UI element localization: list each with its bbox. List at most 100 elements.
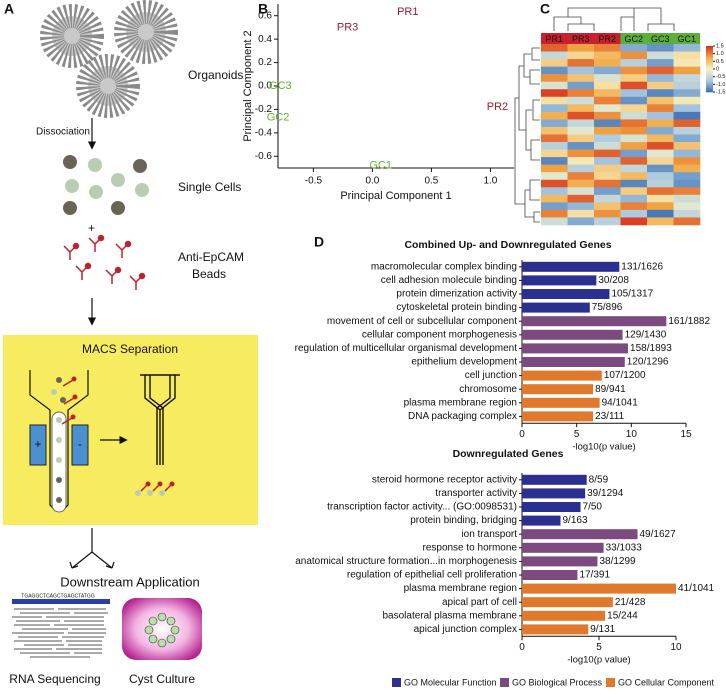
- magnet-sign: +: [34, 437, 41, 451]
- bar-annotation: 9/131: [590, 624, 615, 635]
- category-label: plasma membrane region: [404, 583, 517, 594]
- heat-cell: [594, 142, 621, 150]
- colorbar-step: [706, 73, 713, 76]
- heat-cell: [673, 164, 701, 173]
- bar-annotation: 8/59: [589, 474, 609, 485]
- cyst-icon: [122, 598, 202, 660]
- colorbar-label: 1.0: [716, 51, 724, 57]
- heat-cell: [567, 59, 595, 67]
- colorbar-label: -1.0: [716, 82, 725, 88]
- colorbar-step: [706, 59, 713, 62]
- heat-cell: [541, 66, 568, 75]
- heat-cell: [673, 89, 701, 98]
- bar-annotation: 17/391: [579, 570, 610, 581]
- bar: [522, 529, 638, 540]
- heat-cell: [620, 126, 648, 135]
- x-tick-label: 0: [519, 429, 525, 440]
- colorbar-step: [706, 61, 713, 64]
- heat-cell: [567, 157, 595, 165]
- bar: [522, 624, 589, 635]
- heat-cell: [620, 96, 648, 105]
- heat-cell: [541, 134, 568, 143]
- heat-cell: [594, 89, 621, 98]
- colorbar-step: [706, 85, 713, 88]
- heat-cell: [541, 187, 568, 196]
- y-axis-title: Principal Component 2: [242, 30, 254, 141]
- category-label: transporter activity: [435, 488, 517, 499]
- bar: [522, 384, 594, 395]
- read-bar: [12, 599, 110, 604]
- heat-cell: [647, 149, 674, 158]
- heat-cell: [673, 202, 701, 211]
- legend-label: GO Biological Process: [512, 677, 603, 687]
- heat-cell: [620, 194, 648, 203]
- bar: [522, 275, 597, 286]
- heat-cell: [541, 104, 568, 113]
- heat-cell: [567, 126, 595, 135]
- column-header: [647, 33, 674, 44]
- heat-cell: [567, 74, 595, 83]
- heat-cell: [673, 96, 701, 105]
- heat-cell: [594, 119, 621, 128]
- heat-cell: [541, 179, 568, 188]
- heat-cell: [594, 202, 621, 211]
- category-label: cell junction: [465, 370, 517, 381]
- heat-cell: [647, 74, 674, 83]
- bar-annotation: 15/244: [607, 610, 638, 621]
- heat-cell: [541, 194, 568, 203]
- panel-label: B: [258, 1, 268, 17]
- heat-cell: [541, 209, 568, 218]
- step-label: Dissociation: [36, 127, 90, 138]
- colorbar-label: -1.5: [716, 89, 725, 95]
- plus-sign: +: [88, 221, 95, 235]
- heat-cell: [567, 81, 595, 90]
- category-label: DNA packaging complex: [408, 411, 517, 422]
- heat-cell: [567, 172, 595, 181]
- heat-cell: [647, 104, 674, 113]
- heat-cell: [620, 179, 648, 188]
- legend-swatch: [606, 678, 615, 687]
- heat-cell: [647, 157, 674, 165]
- bead-icons: [63, 234, 146, 290]
- heat-cell: [673, 134, 701, 143]
- heat-cell: [541, 119, 568, 128]
- y-tick-label: -0.4: [255, 127, 273, 138]
- heat-cell: [673, 149, 701, 158]
- y-tick-label: 0.2: [258, 57, 272, 68]
- heat-cell: [567, 149, 595, 158]
- step-label: Organoids: [188, 68, 243, 82]
- legend-swatch: [392, 678, 401, 687]
- bar: [522, 357, 625, 367]
- bar: [522, 302, 590, 313]
- heat-cell: [567, 119, 595, 128]
- colorbar-step: [706, 46, 713, 48]
- heat-cell: [647, 89, 674, 98]
- x-axis-title: -log10(p value): [572, 442, 635, 453]
- heat-cell: [620, 81, 648, 90]
- heat-cell: [594, 51, 621, 60]
- heat-cell: [673, 44, 701, 52]
- heat-cell: [647, 96, 674, 105]
- heat-cell: [541, 157, 568, 165]
- heat-cell: [620, 142, 648, 150]
- heat-cell: [647, 111, 674, 120]
- heat-cell: [541, 164, 568, 173]
- heat-cell: [647, 202, 674, 211]
- bar-annotation: 129/1430: [625, 329, 667, 340]
- colorbar-step: [706, 55, 713, 58]
- heat-cell: [673, 217, 701, 226]
- column-header: [620, 33, 647, 44]
- heat-cell: [673, 179, 701, 188]
- column-label: PR3: [572, 34, 590, 44]
- heat-cell: [567, 179, 595, 188]
- bar-annotation: 75/896: [592, 302, 623, 313]
- legend-label: GO Molecular Function: [404, 677, 497, 687]
- step-label: Single Cells: [178, 180, 241, 194]
- legend-label: GO Cellular Component: [618, 677, 715, 687]
- heat-cell: [647, 119, 674, 128]
- heat-cell: [541, 149, 568, 158]
- heat-cell: [620, 202, 648, 211]
- heat-cell: [567, 104, 595, 113]
- heat-cell: [673, 126, 701, 135]
